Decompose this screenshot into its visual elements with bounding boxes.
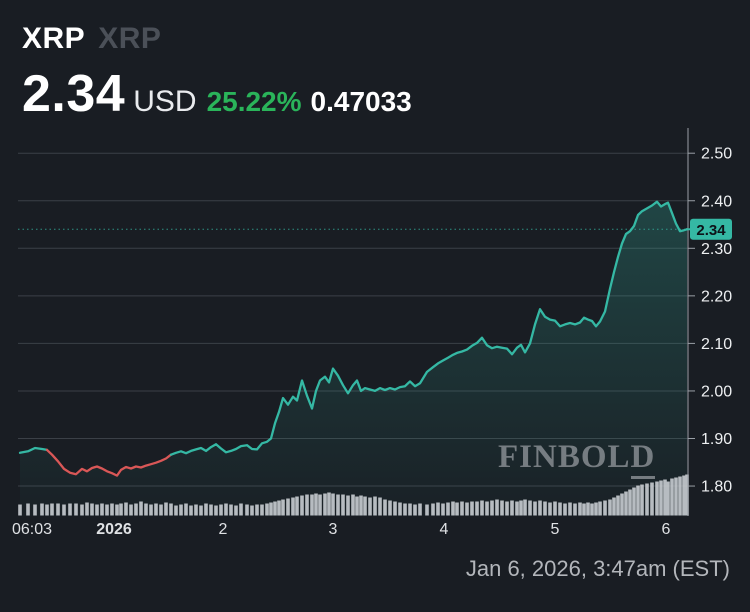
x-axis-label: 06:03 xyxy=(12,521,52,538)
price-line-teal-start xyxy=(18,446,49,454)
finbold-watermark-prefix: FINBOL xyxy=(498,439,631,475)
currency-label: USD xyxy=(133,85,197,118)
y-axis-label: 2.00 xyxy=(701,383,732,400)
x-axis-label: 3 xyxy=(329,521,338,538)
y-axis-label: 1.90 xyxy=(701,431,732,448)
chart-timestamp: Jan 6, 2026, 3:47am (EST) xyxy=(465,556,730,581)
volume-bars xyxy=(18,474,689,516)
change-percent: 25.22% xyxy=(206,86,302,117)
symbol-label: XRP xyxy=(22,22,86,55)
x-axis-label: 4 xyxy=(440,521,449,538)
x-axis-label: 2 xyxy=(219,521,228,538)
price-line-teal xyxy=(169,200,689,456)
x-axis-label: 2026 xyxy=(96,521,132,538)
current-price-badge: 2.34 xyxy=(686,218,732,240)
y-axis-label: 2.50 xyxy=(701,146,732,163)
ticker-row: XRP XRP xyxy=(22,22,161,55)
finbold-watermark-last: D xyxy=(630,439,656,479)
price-value: 2.34 xyxy=(22,65,126,123)
y-axis: 2.50 2.40 2.30 2.20 2.10 2.00 1.90 1.80 xyxy=(687,128,732,516)
price-line-red xyxy=(45,448,173,477)
price-row: 2.34 USD 25.22% 0.47033 xyxy=(22,64,412,124)
svg-text:2.34: 2.34 xyxy=(696,222,726,239)
change-value: 0.47033 xyxy=(310,86,412,117)
y-axis-label: 2.10 xyxy=(701,336,732,353)
area-fill xyxy=(20,201,687,516)
y-axis-label: 2.30 xyxy=(701,241,732,258)
y-axis-label: 1.80 xyxy=(701,479,732,496)
finbold-watermark: FINBOLD xyxy=(498,439,656,479)
ticker-label: XRP xyxy=(98,22,162,55)
x-axis-labels: 06:03 2026 2 3 4 5 6 xyxy=(12,521,671,538)
x-axis-label: 5 xyxy=(551,521,560,538)
y-axis-label: 2.20 xyxy=(701,288,732,305)
x-axis-label: 6 xyxy=(662,521,671,538)
y-axis-label: 2.40 xyxy=(701,193,732,210)
